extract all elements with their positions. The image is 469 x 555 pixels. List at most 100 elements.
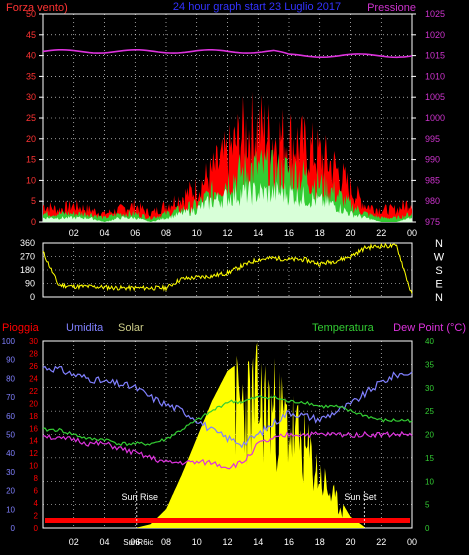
compass-letter: N: [435, 292, 443, 304]
bottom-x-tick-label: 22: [376, 537, 386, 547]
sunrise-label: Sun Rise: [122, 492, 159, 502]
humidity-tick-label: 10: [6, 505, 15, 514]
top-left-tick-label: 0: [31, 217, 36, 227]
compass-letter: N: [435, 238, 443, 250]
top-x-tick-label: 16: [284, 228, 294, 238]
top-x-tick-label: 18: [315, 228, 325, 238]
solar-area: [43, 342, 412, 528]
pressure-axis-title: Pressione: [367, 2, 416, 14]
compass-letter: W: [434, 252, 445, 264]
top-x-tick-label: 14: [253, 228, 263, 238]
rain-tick-label: 10: [29, 462, 38, 471]
bottom-x-tick-label: 12: [222, 537, 232, 547]
humidity-tick-label: 50: [6, 431, 15, 440]
rain-tick-label: 14: [29, 437, 38, 446]
temperature-tick-label: 15: [425, 454, 434, 463]
top-x-tick-label: 00: [407, 228, 417, 238]
bottom-x-tick-label: 10: [192, 537, 202, 547]
top-right-tick-label: 995: [425, 134, 440, 144]
top-x-tick-label: 12: [222, 228, 232, 238]
top-right-tick-label: 1020: [425, 30, 445, 40]
temperature-axis-title: Temperatura: [312, 322, 375, 334]
temperature-tick-label: 10: [425, 477, 434, 486]
rain-tick-label: 12: [29, 449, 38, 458]
top-x-tick-label: 22: [376, 228, 386, 238]
temperature-line: [42, 395, 413, 447]
bottom-x-tick-label: 20: [345, 537, 355, 547]
bottom-x-tick-label: 02: [69, 537, 79, 547]
top-right-tick-label: 975: [425, 217, 440, 227]
temperature-tick-label: 20: [425, 431, 434, 440]
rain-tick-label: 22: [29, 387, 38, 396]
humidity-tick-label: 60: [6, 412, 15, 421]
top-x-tick-label: 08: [161, 228, 171, 238]
top-x-tick-label: 20: [345, 228, 355, 238]
rain-tick-label: 26: [29, 362, 38, 371]
wind-min-area: [43, 180, 412, 222]
top-right-tick-label: 1005: [425, 92, 445, 102]
sunrise-tick-label: SunR6ic: [123, 538, 153, 547]
top-x-tick-label: 04: [99, 228, 109, 238]
humidity-axis-title: Umidita: [66, 322, 104, 334]
humidity-tick-label: 20: [6, 487, 15, 496]
top-right-tick-label: 1025: [425, 9, 445, 19]
temperature-tick-label: 0: [425, 524, 430, 533]
top-left-tick-label: 45: [26, 30, 36, 40]
bottom-x-tick-label: 16: [284, 537, 294, 547]
top-left-tick-label: 10: [26, 175, 36, 185]
rain-tick-label: 30: [29, 337, 38, 346]
top-right-tick-label: 990: [425, 155, 440, 165]
bottom-x-tick-label: 08: [161, 537, 171, 547]
bottom-x-tick-label: 04: [99, 537, 109, 547]
top-right-tick-label: 985: [425, 175, 440, 185]
pressure-line: [42, 48, 413, 59]
temperature-tick-label: 5: [425, 501, 430, 510]
humidity-tick-label: 70: [6, 393, 15, 402]
rain-tick-label: 24: [29, 374, 38, 383]
sunset-label: Sun Set: [344, 492, 377, 502]
mid-left-tick-label: 180: [20, 265, 35, 275]
wind-axis-title: Forza vento): [6, 2, 68, 14]
top-left-tick-label: 15: [26, 155, 36, 165]
humidity-tick-label: 100: [2, 337, 16, 346]
bottom-x-tick-label: 14: [253, 537, 263, 547]
rain-tick-label: 20: [29, 399, 38, 408]
bottom-x-tick-label: 06: [130, 537, 140, 547]
dewpoint-line: [42, 430, 413, 470]
rain-tick-label: 16: [29, 424, 38, 433]
mid-left-tick-label: 270: [20, 252, 35, 262]
top-x-tick-label: 10: [192, 228, 202, 238]
temperature-tick-label: 30: [425, 384, 434, 393]
temperature-tick-label: 25: [425, 407, 434, 416]
temperature-tick-label: 40: [425, 337, 434, 346]
top-right-tick-label: 1010: [425, 71, 445, 81]
rain-tick-label: 0: [34, 524, 39, 533]
bottom-x-tick-label: 00: [407, 537, 417, 547]
top-left-tick-label: 5: [31, 196, 36, 206]
humidity-tick-label: 80: [6, 374, 15, 383]
wind-direction-line: [42, 242, 413, 294]
mid-left-tick-label: 360: [20, 238, 35, 248]
mid-left-tick-label: 0: [30, 292, 35, 302]
solar-axis-title: Solar: [118, 322, 144, 334]
top-x-tick-label: 02: [69, 228, 79, 238]
top-right-tick-label: 1000: [425, 113, 445, 123]
top-left-tick-label: 40: [26, 51, 36, 61]
rain-bar: [45, 518, 410, 523]
compass-letter: E: [435, 279, 442, 291]
rain-tick-label: 8: [34, 474, 39, 483]
compass-letter: S: [435, 265, 442, 277]
top-x-tick-label: 06: [130, 228, 140, 238]
rain-tick-label: 2: [34, 512, 39, 521]
humidity-line: [42, 365, 413, 449]
top-left-tick-label: 20: [26, 134, 36, 144]
mid-left-tick-label: 90: [25, 279, 35, 289]
top-left-tick-label: 25: [26, 113, 36, 123]
rain-axis-title: Pioggia: [2, 322, 40, 334]
top-left-tick-label: 35: [26, 71, 36, 81]
humidity-tick-label: 40: [6, 449, 15, 458]
humidity-tick-label: 30: [6, 468, 15, 477]
top-chart-title: 24 hour graph start 23 Luglio 2017: [173, 1, 341, 13]
